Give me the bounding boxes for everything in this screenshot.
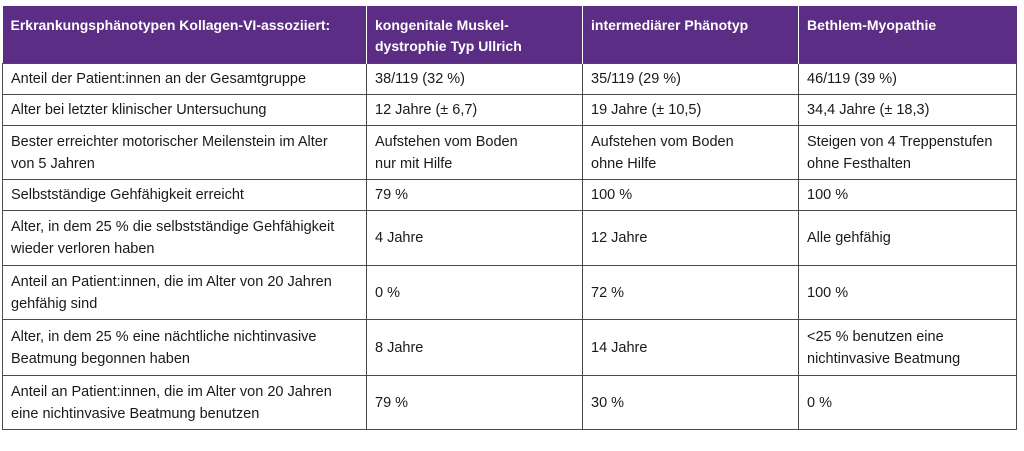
cell-ullrich: 0 % bbox=[366, 265, 583, 320]
row-label: Alter, in dem 25 % eine nächtliche nicht… bbox=[2, 319, 367, 376]
cell-bethlem: Steigen von 4 Treppenstufen ohne Festhal… bbox=[798, 125, 1017, 180]
cell-intermediate: 19 Jahre (± 10,5) bbox=[582, 94, 799, 126]
table-row: Selbstständige Gehfähigkeit erreicht 79 … bbox=[2, 179, 1017, 211]
cell-intermediate: Aufstehen vom Boden ohne Hilfe bbox=[582, 125, 799, 180]
phenotype-table: Erkrankungsphänotypen Kollagen-VI-assozi… bbox=[2, 6, 1017, 430]
cell-ullrich: 79 % bbox=[366, 375, 583, 430]
table-row: Anteil der Patient:innen an der Gesamtgr… bbox=[2, 63, 1017, 95]
cell-ullrich: 79 % bbox=[366, 179, 583, 211]
header-cell-ullrich: kongenitale Muskel- dystrophie Typ Ullri… bbox=[366, 6, 583, 64]
header-cell-phenotypes: Erkrankungsphänotypen Kollagen-VI-assozi… bbox=[2, 6, 367, 64]
row-label: Alter bei letzter klinischer Untersuchun… bbox=[2, 94, 367, 126]
table-header-row: Erkrankungsphänotypen Kollagen-VI-assozi… bbox=[2, 6, 1017, 64]
header-cell-bethlem: Bethlem-Myopathie bbox=[798, 6, 1017, 64]
cell-intermediate: 12 Jahre bbox=[582, 210, 799, 266]
table-row: Alter, in dem 25 % eine nächtliche nicht… bbox=[2, 319, 1017, 376]
table-row: Anteil an Patient:innen, die im Alter vo… bbox=[2, 265, 1017, 320]
row-label: Anteil an Patient:innen, die im Alter vo… bbox=[2, 265, 367, 320]
cell-bethlem: 34,4 Jahre (± 18,3) bbox=[798, 94, 1017, 126]
row-label: Alter, in dem 25 % die selbstständige Ge… bbox=[2, 210, 367, 266]
row-label: Bester erreichter motorischer Meilenstei… bbox=[2, 125, 367, 180]
cell-ullrich: 4 Jahre bbox=[366, 210, 583, 266]
row-label: Anteil an Patient:innen, die im Alter vo… bbox=[2, 375, 367, 430]
table-row: Bester erreichter motorischer Meilenstei… bbox=[2, 125, 1017, 180]
row-label: Anteil der Patient:innen an der Gesamtgr… bbox=[2, 63, 367, 95]
cell-ullrich: 38/119 (32 %) bbox=[366, 63, 583, 95]
table-row: Alter, in dem 25 % die selbstständige Ge… bbox=[2, 210, 1017, 266]
cell-ullrich: 12 Jahre (± 6,7) bbox=[366, 94, 583, 126]
cell-bethlem: 0 % bbox=[798, 375, 1017, 430]
cell-bethlem: 100 % bbox=[798, 179, 1017, 211]
cell-intermediate: 30 % bbox=[582, 375, 799, 430]
table-row: Anteil an Patient:innen, die im Alter vo… bbox=[2, 375, 1017, 430]
cell-bethlem: Alle gehfähig bbox=[798, 210, 1017, 266]
cell-intermediate: 14 Jahre bbox=[582, 319, 799, 376]
cell-intermediate: 72 % bbox=[582, 265, 799, 320]
cell-bethlem: 46/119 (39 %) bbox=[798, 63, 1017, 95]
header-cell-intermediate: intermediärer Phänotyp bbox=[582, 6, 799, 64]
table-row: Alter bei letzter klinischer Untersuchun… bbox=[2, 94, 1017, 126]
cell-bethlem: <25 % benutzen eine nichtinvasive Beatmu… bbox=[798, 319, 1017, 376]
cell-intermediate: 100 % bbox=[582, 179, 799, 211]
cell-ullrich: 8 Jahre bbox=[366, 319, 583, 376]
cell-ullrich: Aufstehen vom Boden nur mit Hilfe bbox=[366, 125, 583, 180]
row-label: Selbstständige Gehfähigkeit erreicht bbox=[2, 179, 367, 211]
cell-intermediate: 35/119 (29 %) bbox=[582, 63, 799, 95]
cell-bethlem: 100 % bbox=[798, 265, 1017, 320]
